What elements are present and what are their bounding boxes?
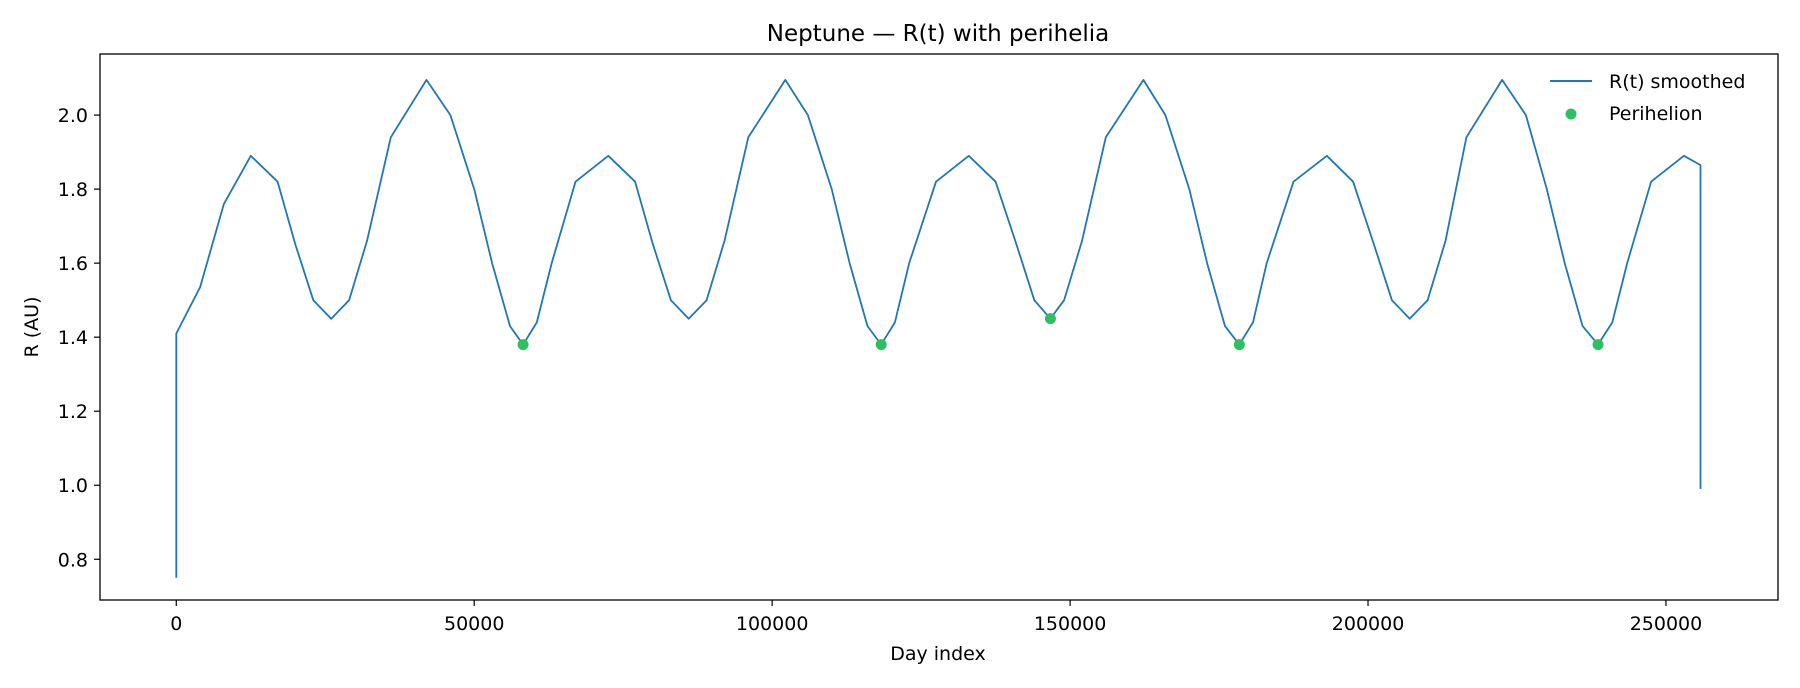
x-tick-label: 250000 — [1630, 613, 1703, 635]
y-tick-label: 1.6 — [58, 253, 88, 275]
perihelion-point — [875, 339, 887, 351]
y-tick-label: 1.0 — [58, 475, 88, 497]
perihelion-point — [1233, 339, 1245, 351]
y-tick-label: 0.8 — [58, 549, 88, 571]
x-axis-label: Day index — [890, 643, 986, 665]
chart-title: Neptune — R(t) with perihelia — [767, 21, 1109, 47]
legend-dot-marker — [1565, 108, 1577, 120]
plot-area — [175, 79, 1702, 578]
y-tick-label: 1.8 — [58, 179, 88, 201]
series-line-rt-smoothed — [175, 79, 1702, 578]
y-axis-label: R (AU) — [21, 297, 43, 358]
x-tick-label: 50000 — [444, 613, 504, 635]
perihelion-point — [1044, 313, 1056, 325]
x-tick-label: 100000 — [736, 613, 809, 635]
y-tick-label: 1.4 — [58, 327, 88, 349]
legend-label-perihelion: Perihelion — [1609, 103, 1703, 125]
perihelion-point — [517, 339, 529, 351]
x-tick-label: 200000 — [1332, 613, 1405, 635]
y-tick-label: 2.0 — [58, 105, 88, 127]
y-axis: 0.8 1.0 1.2 1.4 1.6 1.8 2.0 — [58, 105, 100, 571]
legend: R(t) smoothed Perihelion — [1550, 71, 1745, 125]
perihelion-point — [1592, 339, 1604, 351]
legend-label-rt-smoothed: R(t) smoothed — [1609, 71, 1745, 93]
x-axis: 0 50000 100000 150000 200000 250000 — [170, 600, 1702, 635]
x-tick-label: 0 — [170, 613, 182, 635]
plot-frame — [99, 53, 1779, 601]
x-tick-label: 150000 — [1034, 613, 1107, 635]
y-tick-label: 1.2 — [58, 401, 88, 423]
